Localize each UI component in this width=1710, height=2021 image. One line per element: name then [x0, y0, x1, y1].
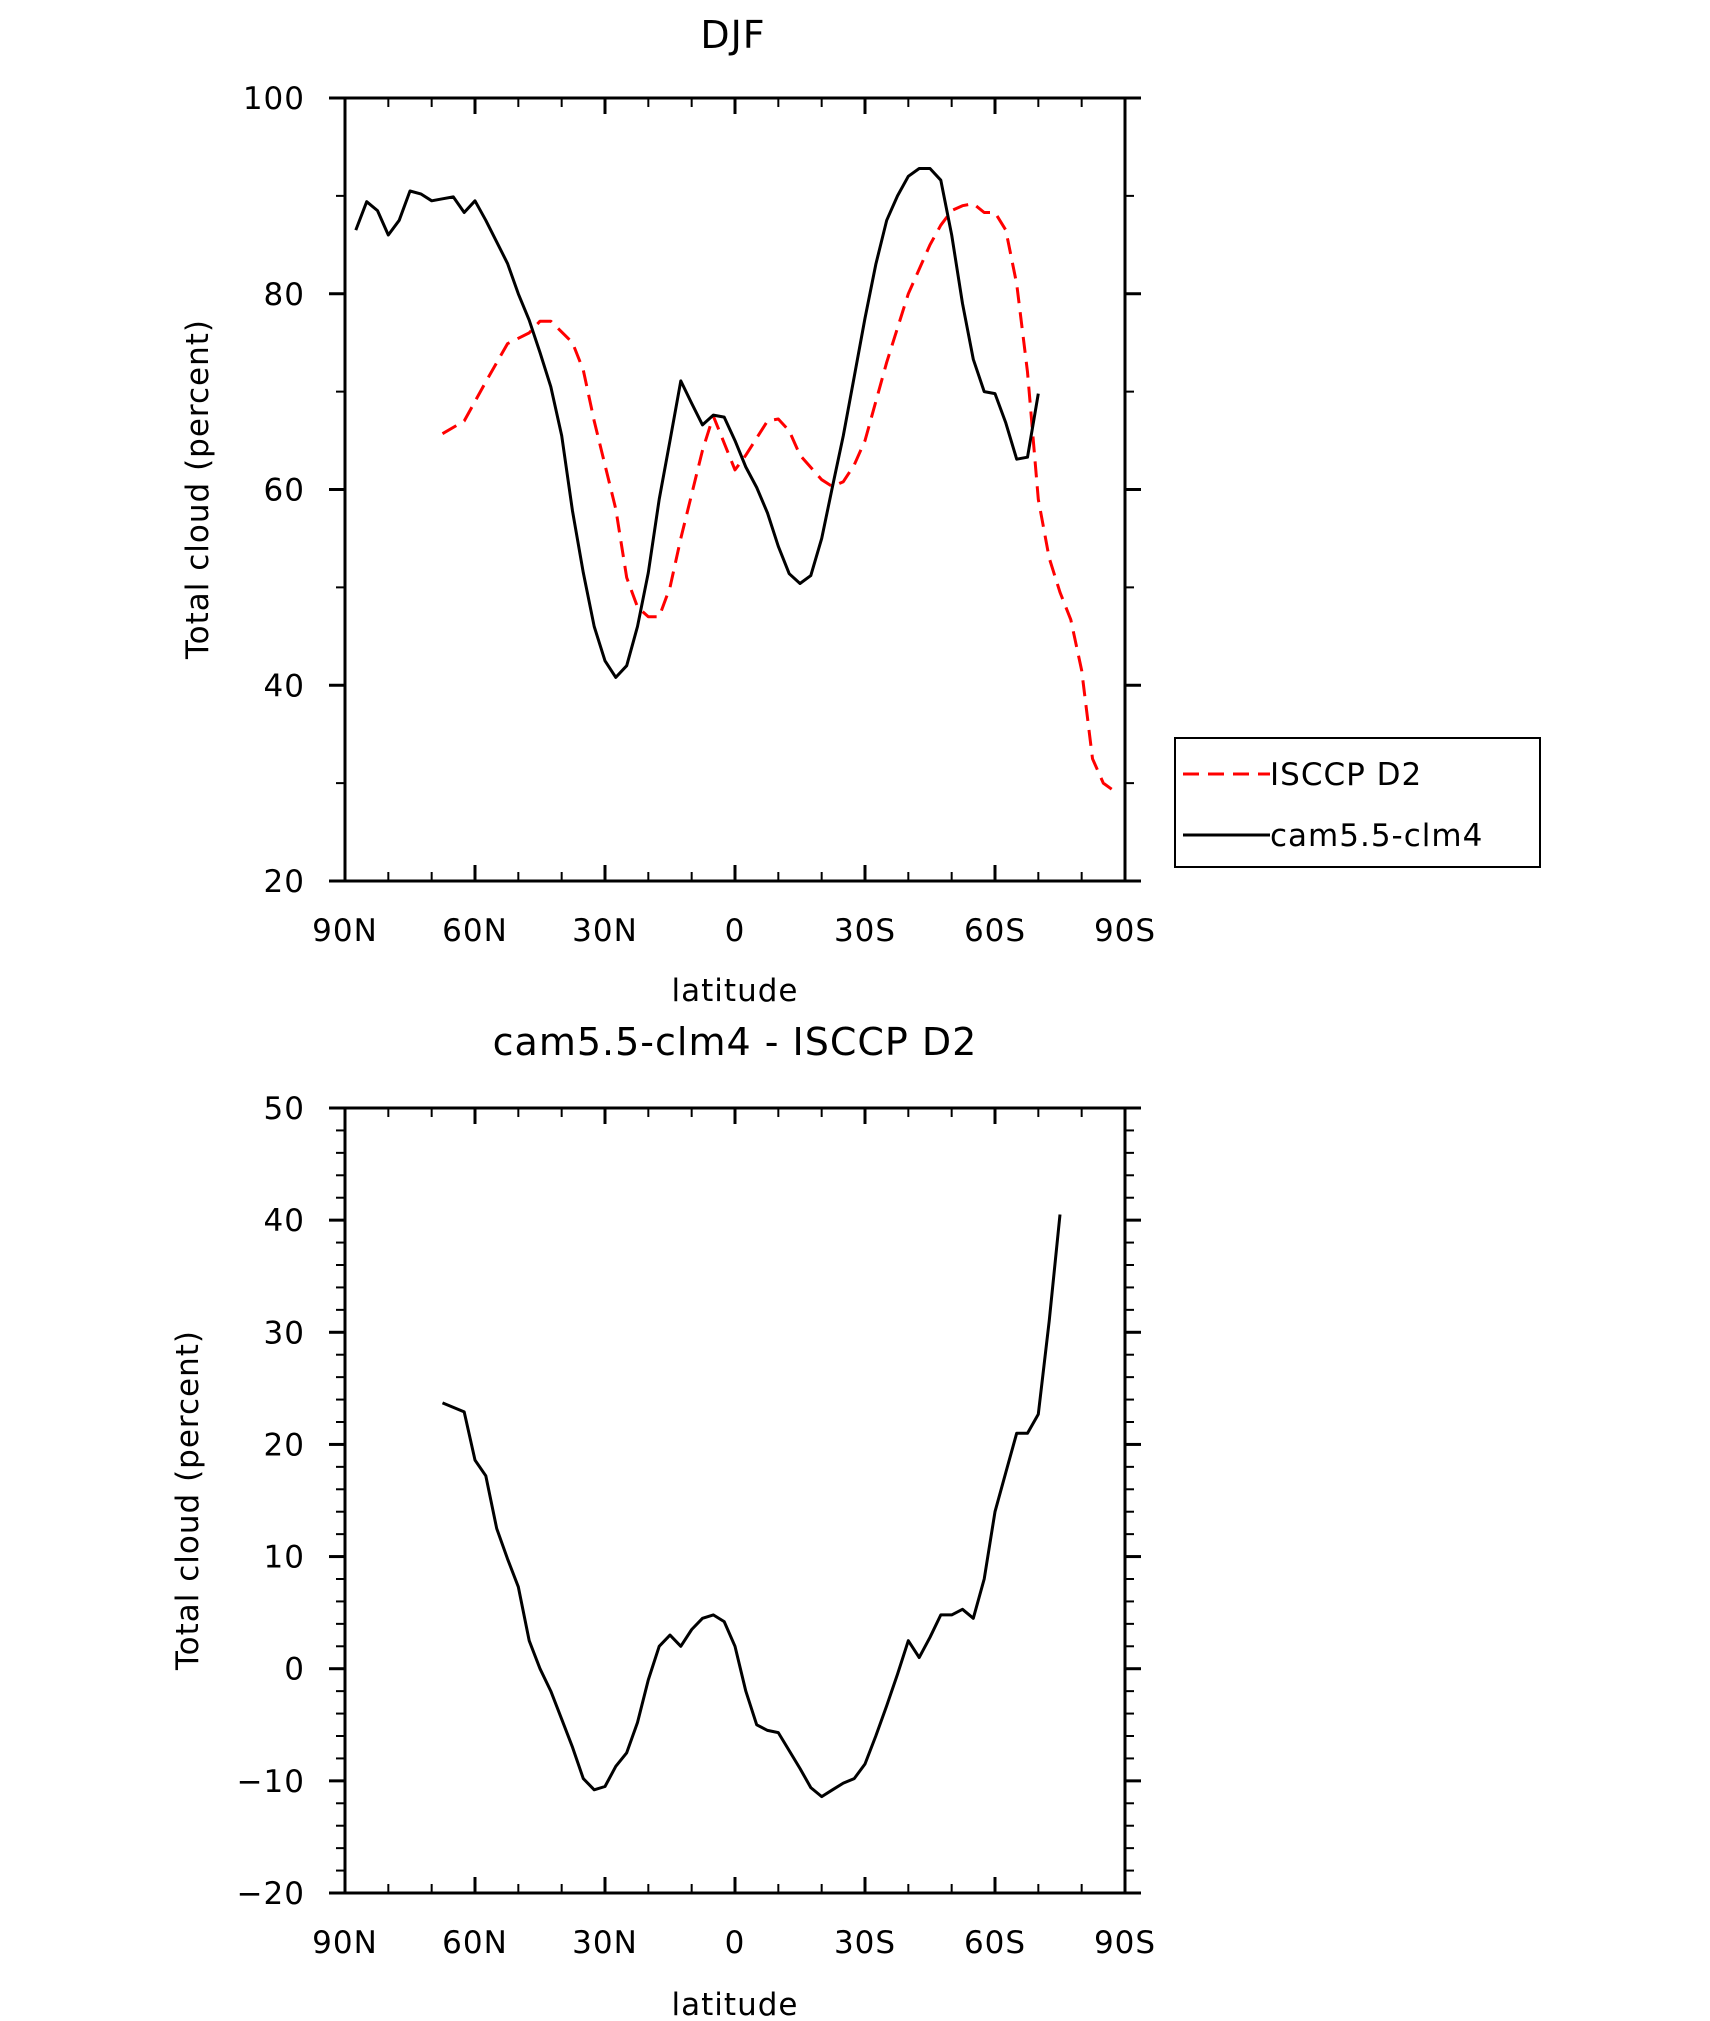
x-tick-label: 90N: [312, 1925, 378, 1961]
djf-panel: DJF 90N 60N 30N 0 30S 60S 90S 20 40 60 80 100 latit…: [180, 13, 1541, 1009]
series-line-isccp-d2: [441, 202, 1116, 793]
y-axis-label: Total cloud (percent): [170, 1330, 206, 1671]
series-layer: [441, 1214, 1062, 1799]
series-line-difference: [441, 1214, 1062, 1799]
x-tick-label: 90S: [1094, 1925, 1156, 1961]
y-tick-label: 40: [264, 668, 305, 704]
x-axis-label: latitude: [672, 973, 799, 1009]
panel-title: cam5.5-clm4 - ISCCP D2: [493, 1020, 978, 1064]
y-tick-label: 0: [284, 1652, 305, 1688]
y-tick-label: 40: [264, 1203, 305, 1239]
tick-layer: 90N 60N 30N 0 30S 60S 90S −20 −10 0 10 20 30 40 50: [237, 1091, 1156, 1961]
y-tick-label: 10: [264, 1540, 305, 1576]
series-line-cam5-5-clm4: [354, 167, 1040, 679]
x-tick-label: 30S: [834, 1925, 896, 1961]
x-tick-label: 60N: [442, 913, 508, 949]
x-tick-label: 30N: [572, 913, 638, 949]
legend-label-isccp: ISCCP D2: [1270, 757, 1422, 793]
x-tick-label: 90S: [1094, 913, 1156, 949]
y-axis-label: Total cloud (percent): [180, 319, 216, 660]
x-tick-label: 60N: [442, 1925, 508, 1961]
plot-frame: [343, 1106, 1127, 1895]
x-tick-label: 0: [725, 1925, 746, 1961]
legend-label-cam: cam5.5-clm4: [1270, 818, 1483, 854]
difference-panel: cam5.5-clm4 - ISCCP D2 90N 60N 30N 0 30S 60S 9…: [170, 1020, 1156, 2021]
y-tick-label: 20: [264, 864, 305, 900]
y-tick-label: 60: [264, 473, 305, 509]
y-tick-label: 50: [264, 1091, 305, 1127]
x-tick-label: 60S: [964, 913, 1026, 949]
y-tick-label: −10: [237, 1764, 305, 1800]
y-tick-label: 20: [264, 1427, 305, 1463]
x-tick-label: 0: [725, 913, 746, 949]
legend-box: [1174, 737, 1541, 868]
y-tick-label: 30: [264, 1315, 305, 1351]
x-tick-label: 30N: [572, 1925, 638, 1961]
x-tick-label: 90N: [312, 913, 378, 949]
x-axis-label: latitude: [672, 1987, 799, 2021]
x-tick-label: 60S: [964, 1925, 1026, 1961]
series-layer: [354, 167, 1116, 793]
panel-title: DJF: [700, 13, 765, 57]
legend: ISCCP D2 cam5.5-clm4: [1174, 737, 1541, 868]
plot-frame: [343, 96, 1127, 883]
y-tick-label: −20: [237, 1876, 305, 1912]
y-tick-label: 100: [243, 81, 305, 117]
x-tick-label: 30S: [834, 913, 896, 949]
tick-layer: 90N 60N 30N 0 30S 60S 90S 20 40 60 80 100: [243, 81, 1156, 949]
y-tick-label: 80: [264, 277, 305, 313]
